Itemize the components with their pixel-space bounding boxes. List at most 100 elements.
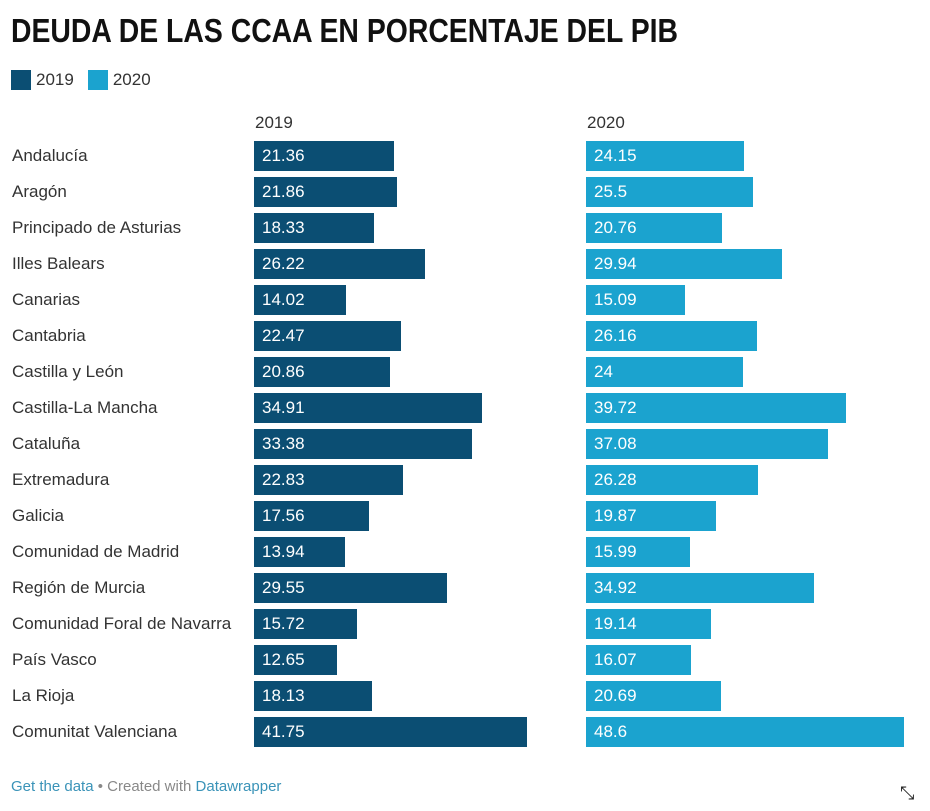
row-label: La Rioja [12,686,75,705]
row-label: Cantabria [12,326,86,345]
bar-2020 [586,465,758,495]
data-label-2020: 37.08 [594,434,637,453]
bar-2020 [586,609,712,639]
row-label: Castilla-La Mancha [12,398,158,417]
bar-2019 [254,321,401,351]
data-label-2020: 19.87 [594,506,637,525]
chart-title: DEUDA DE LAS CCAA EN PORCENTAJE DEL PIB [11,12,679,49]
expand-arrows-icon[interactable]: ⤡ [900,783,915,803]
bar-2020 [586,357,743,387]
legend-swatch-2019 [11,70,31,90]
bar-2019 [254,501,369,531]
datawrapper-link[interactable]: Datawrapper [195,778,282,795]
bar-2019 [254,393,483,423]
footer-text: • Created with [93,778,196,795]
row-label: Illes Balears [12,254,105,273]
bar-2020 [586,321,757,351]
data-label-2020: 15.09 [594,290,637,309]
data-label-2020: 26.16 [594,326,637,345]
data-label-2019: 18.13 [262,686,305,705]
row-label: Comunitat Valenciana [12,722,178,741]
bar-2019 [254,681,373,711]
data-label-2019: 15.72 [262,614,305,633]
legend: 2019 2020 [11,70,151,90]
bar-2020 [586,285,685,315]
legend-swatch-2020 [87,70,108,90]
column-header-2019: 2019 [255,113,293,132]
bar-2020 [586,537,691,567]
data-label-2019: 34.91 [262,398,305,417]
data-label-2019: 21.86 [262,182,305,201]
data-label-2019: 21.36 [262,146,305,165]
bar-2019 [254,537,346,567]
bar-2019 [254,465,404,495]
bar-2020 [586,249,782,279]
legend-item-2020: 2020 [87,70,151,90]
data-label-2019: 20.86 [262,362,305,381]
data-label-2019: 22.83 [262,470,305,489]
data-label-2020: 34.92 [594,578,637,597]
data-label-2020: 26.28 [594,470,637,489]
row-label: Comunidad Foral de Navarra [12,614,232,633]
data-label-2019: 12.65 [262,650,305,669]
bar-2020 [586,177,753,207]
footer: Get the data • Created with Datawrapper [11,778,281,795]
data-label-2020: 16.07 [594,650,637,669]
bar-2020 [586,717,904,747]
legend-item-2019: 2019 [11,70,74,90]
bar-2020 [586,501,716,531]
bar-2020 [586,573,815,603]
data-label-2019: 33.38 [262,434,305,453]
bar-2020 [586,681,722,711]
data-label-2019: 14.02 [262,290,305,309]
bar-2019 [254,285,346,315]
data-label-2020: 29.94 [594,254,637,273]
data-label-2020: 48.6 [594,722,628,741]
get-data-link[interactable]: Get the data [11,778,94,795]
row-label: Principado de Asturias [12,218,182,237]
column-header-2020: 2020 [587,113,625,132]
data-label-2019: 26.22 [262,254,305,273]
row-label: Canarias [12,290,81,309]
data-label-2019: 17.56 [262,506,305,525]
bar-2019 [254,609,357,639]
bar-2019 [254,573,448,603]
row-label: Comunidad de Madrid [12,542,180,561]
data-label-2019: 22.47 [262,326,305,345]
row-label: País Vasco [12,650,97,669]
data-label-2020: 15.99 [594,542,637,561]
bar-2020 [586,429,829,459]
bar-2020 [586,393,846,423]
row-label: Extremadura [12,470,110,489]
bar-2020 [586,141,744,171]
legend-label: 2020 [112,70,151,89]
bar-2019 [254,141,394,171]
data-label-2020: 20.69 [594,686,637,705]
bar-2019 [254,249,426,279]
data-label-2020: 20.76 [594,218,637,237]
data-label-2019: 18.33 [262,218,305,237]
data-label-2020: 39.72 [594,398,637,417]
bar-2019 [254,357,391,387]
row-label: Andalucía [12,146,88,165]
data-label-2019: 13.94 [262,542,305,561]
row-label: Cataluña [12,434,81,453]
bar-2020 [586,213,722,243]
bar-2020 [586,645,692,675]
row-label: Región de Murcia [12,578,146,597]
row-label: Galicia [12,506,64,525]
data-label-2019: 41.75 [262,722,305,741]
legend-label: 2019 [36,70,74,89]
data-label-2020: 25.5 [594,182,628,201]
bar-2019 [254,213,374,243]
data-label-2020: 24 [594,362,613,381]
data-label-2019: 29.55 [262,578,305,597]
data-label-2020: 19.14 [594,614,637,633]
bar-2019 [254,717,527,747]
row-label: Castilla y León [12,362,124,381]
row-label: Aragón [12,182,67,201]
bar-2019 [254,645,337,675]
data-label-2020: 24.15 [594,146,637,165]
bar-2019 [254,429,473,459]
bar-2019 [254,177,397,207]
